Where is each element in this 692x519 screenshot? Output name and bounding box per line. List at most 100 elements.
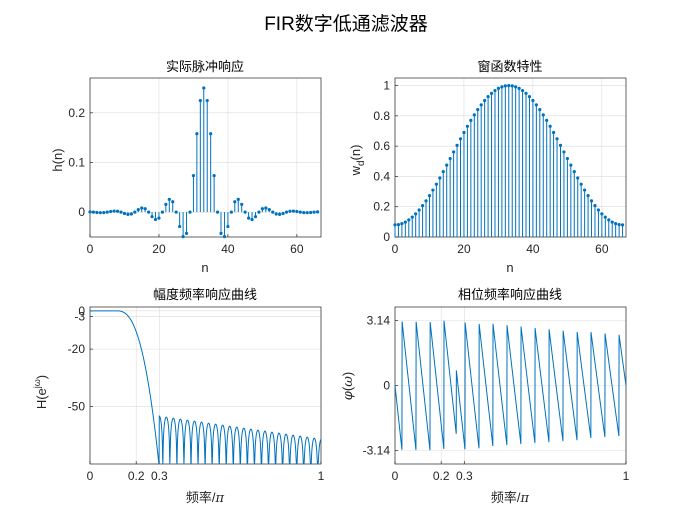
impulse-stem-point (119, 210, 123, 214)
window-stem-point (462, 130, 466, 135)
impulse-stem-point (143, 207, 147, 211)
phase-x-tick-label: 0.2 (433, 469, 450, 483)
phase-x-tick-label: 0.3 (456, 469, 473, 483)
window-stem-point (414, 212, 418, 216)
impulse-stem-point (309, 210, 313, 215)
impulse-stem-point (109, 209, 113, 214)
window-stem-point (514, 85, 518, 89)
window-stem-point (489, 91, 494, 95)
magnitude-x-tick-label: 1 (318, 469, 325, 483)
window-stem-point (493, 88, 497, 93)
impulse-stem-point (240, 202, 244, 206)
magnitude-response-plot: 幅度频率响应曲线 频率/π H(ejω) 0 0.2 0.3 10-3-20-50 (32, 287, 325, 506)
window-stem-point (558, 143, 563, 147)
impulse-stem-point (312, 210, 316, 214)
impulse-stem-point (129, 212, 133, 216)
window-stem-point (610, 220, 614, 224)
magnitude-x-tick-label: 0.2 (128, 469, 145, 483)
window-stem-point (427, 194, 432, 198)
window-stem-point (538, 108, 542, 112)
window-x-label: n (506, 260, 513, 275)
phase-x-tick-label: 1 (623, 469, 630, 483)
impulse-stem-point (178, 224, 182, 229)
impulse-response-plot: 实际脉冲响应 n h(n) 0 20 40 60 0 0.1 0.2 (50, 59, 322, 275)
window-plot-title: 窗函数特性 (477, 59, 542, 74)
impulse-stem-point (291, 209, 296, 213)
window-stem-point (545, 118, 549, 122)
window-stem-point (431, 188, 435, 192)
impulse-stem-point (212, 173, 216, 178)
impulse-stem-point (278, 212, 282, 216)
window-stem-point (534, 103, 538, 107)
window-stem-point (424, 199, 428, 203)
window-stem-point (417, 208, 421, 212)
impulse-grid (89, 78, 321, 237)
window-stem-point (458, 137, 463, 141)
window-y-tick-label: 0 (383, 230, 390, 244)
impulse-stem-point (157, 216, 161, 220)
phase-plot-title: 相位频率响应曲线 (458, 287, 562, 302)
impulse-stem-point (205, 98, 209, 103)
impulse-stem-point (264, 206, 268, 210)
impulse-stem-point (271, 210, 275, 214)
window-stem-point (596, 208, 601, 212)
impulse-stem-point (147, 210, 151, 214)
impulse-stem-point (198, 98, 202, 103)
window-stem-point (455, 143, 459, 147)
magnitude-response-line (90, 310, 322, 465)
impulse-stem-point (140, 206, 144, 210)
impulse-stem-point (284, 210, 289, 214)
magnitude-x-tick-label: 0 (87, 469, 94, 483)
phase-response-plot: 相位频率响应曲线 频率/π φ(ω) 0 0.2 0.3 13.140-3.14 (340, 287, 630, 506)
magnitude-y-tick-label: 0 (78, 304, 85, 318)
impulse-stem-point (126, 212, 130, 216)
impulse-stem-point (115, 209, 120, 213)
window-stem-point (420, 204, 425, 208)
impulse-stem-point (267, 208, 271, 212)
window-stem-point (465, 124, 470, 128)
impulse-stem-point (88, 210, 92, 214)
impulse-stem-point (295, 209, 299, 214)
window-stem-point (603, 215, 607, 219)
impulse-x-tick-label: 60 (290, 242, 304, 256)
phase-x-label: 频率/π (491, 490, 530, 506)
window-y-tick-label: 0.4 (373, 169, 390, 183)
phase-y-tick-label: -3.14 (363, 443, 391, 457)
impulse-stem-point (167, 197, 171, 201)
window-stem-point (396, 222, 401, 227)
window-stem-point (551, 130, 556, 135)
window-stem-point (524, 91, 528, 95)
impulse-x-label: n (201, 260, 208, 275)
magnitude-x-label: 频率/π (186, 490, 225, 506)
window-stem-point (448, 156, 452, 161)
window-x-tick-label: 40 (526, 242, 540, 256)
window-stem-point (517, 86, 521, 90)
impulse-stem-point (209, 132, 213, 136)
impulse-stem-point (181, 234, 185, 239)
window-y-tick-label: 0.2 (373, 200, 390, 214)
window-stem-point (400, 222, 404, 226)
impulse-stem-point (174, 210, 178, 214)
window-stem-point (503, 84, 507, 88)
impulse-stem-point (150, 215, 154, 219)
phase-x-tick-label: 0 (392, 469, 399, 483)
phase-y-tick-label: 0 (383, 379, 390, 393)
impulse-stem-point (122, 211, 127, 216)
impulse-stem-point (315, 210, 320, 214)
magnitude-y-label: H(ejω) (32, 375, 49, 409)
window-y-label: wd(n) (348, 145, 367, 177)
window-stem-point (589, 199, 594, 203)
window-x-tick-label: 20 (457, 242, 471, 256)
window-y-tick-label: 0.6 (373, 139, 390, 153)
window-stem-point (607, 218, 611, 222)
window-stem-point (486, 95, 490, 99)
impulse-stem-point (229, 210, 233, 214)
window-stem-point (469, 118, 473, 122)
window-stem-point (445, 163, 449, 167)
window-stem-point (510, 84, 514, 88)
impulse-stem-point (215, 210, 220, 214)
window-stem-point (617, 222, 621, 227)
window-stem-point (500, 85, 504, 89)
impulse-stem-point (236, 197, 240, 201)
window-stem-point (569, 163, 573, 167)
